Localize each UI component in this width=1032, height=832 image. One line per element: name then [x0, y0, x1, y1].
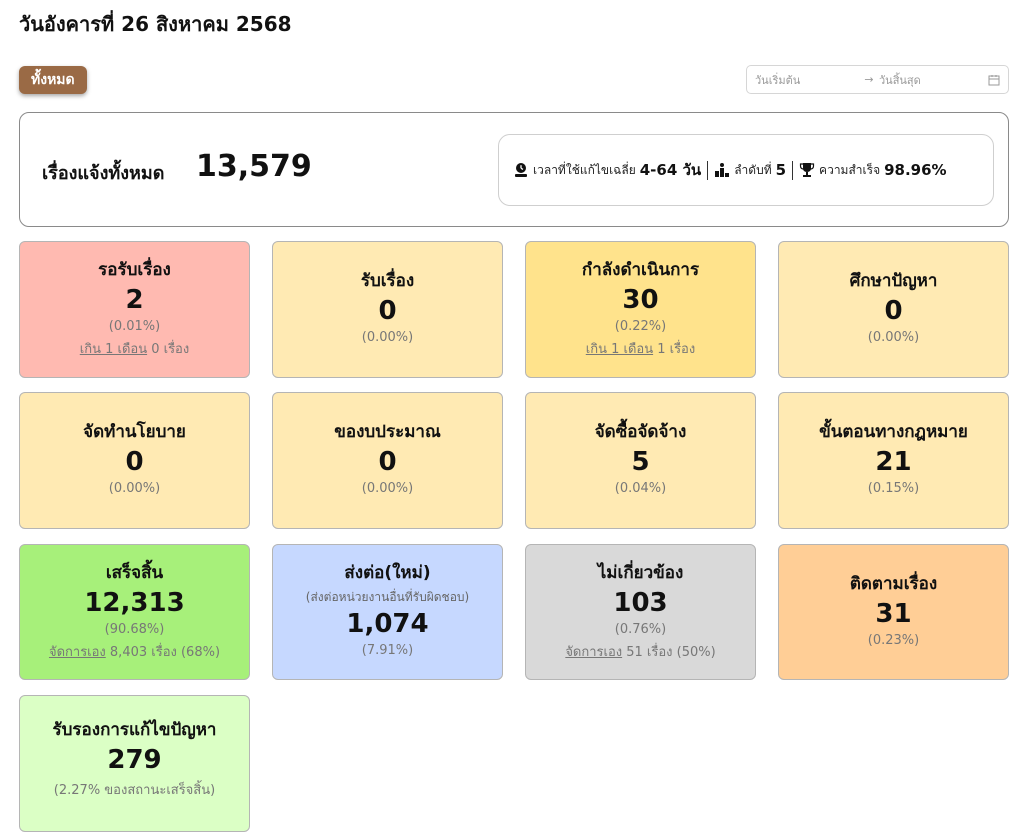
date-range-picker[interactable]: วันเริ่มต้น → วันสิ้นสุด — [746, 65, 1009, 94]
card-title: ติดตามเรื่อง — [849, 574, 938, 594]
card-percent: (0.00%) — [361, 330, 414, 345]
status-card-policy[interactable]: จัดทำนโยบาย 0 (0.00%) — [19, 392, 250, 529]
card-title: ส่งต่อ(ใหม่) — [344, 563, 431, 583]
card-percent: (7.91%) — [361, 643, 414, 658]
card-value: 279 — [107, 745, 162, 775]
footnote-text: 8,403 เรื่อง (68%) — [105, 645, 221, 660]
status-card-certified[interactable]: รับรองการแก้ไขปัญหา 279 (2.27% ของสถานะเ… — [19, 695, 250, 832]
card-title: ไม่เกี่ยวข้อง — [597, 563, 684, 583]
card-percent: (0.00%) — [108, 481, 161, 496]
status-card-budget[interactable]: ของบประมาณ 0 (0.00%) — [272, 392, 503, 529]
card-percent: (0.04%) — [614, 481, 667, 496]
self-handled-link[interactable]: จัดการเอง — [48, 645, 106, 660]
page-title: วันอังคารที่ 26 สิงหาคม 2568 — [19, 12, 292, 36]
card-value: 5 — [631, 447, 650, 477]
status-card-follow-up[interactable]: ติดตามเรื่อง 31 (0.23%) — [778, 544, 1009, 680]
calendar-icon[interactable] — [988, 74, 1000, 86]
card-title: ของบประมาณ — [334, 422, 441, 442]
status-card-received[interactable]: รับเรื่อง 0 (0.00%) — [272, 241, 503, 378]
card-title: รับรองการแก้ไขปัญหา — [52, 720, 217, 740]
card-footnote: เกิน 1 เดือน 0 เรื่อง — [20, 338, 249, 359]
status-card-forwarded[interactable]: ส่งต่อ(ใหม่) (ส่งต่อหน่วยงานอื่นที่รับผิ… — [272, 544, 503, 680]
status-card-in-progress[interactable]: กำลังดำเนินการ 30 (0.22%) เกิน 1 เดือน 1… — [525, 241, 756, 378]
status-card-procurement[interactable]: จัดซื้อจัดจ้าง 5 (0.04%) — [525, 392, 756, 529]
avg-time-value: 4-64 วัน — [639, 161, 702, 179]
card-title: ศึกษาปัญหา — [849, 271, 938, 291]
ranking-icon — [715, 163, 730, 177]
card-title: จัดทำนโยบาย — [83, 422, 186, 442]
card-percent: (0.23%) — [867, 633, 920, 648]
card-title: รับเรื่อง — [360, 271, 415, 291]
overdue-link[interactable]: เกิน 1 เดือน — [585, 342, 654, 357]
status-card-done[interactable]: เสร็จสิ้น 12,313 (90.68%) จัดการเอง 8,40… — [19, 544, 250, 680]
card-subtitle: (ส่งต่อหน่วยงานอื่นที่รับผิดชอบ) — [305, 590, 470, 604]
footnote-text: 0 เรื่อง — [147, 342, 190, 357]
range-arrow: → — [864, 73, 874, 86]
trophy-icon — [799, 163, 815, 177]
card-title: รอรับเรื่อง — [98, 260, 171, 280]
end-date-input[interactable]: วันสิ้นสุด — [879, 73, 921, 87]
total-value: 13,579 — [196, 149, 312, 184]
card-percent: (0.22%) — [614, 319, 667, 334]
start-date-input[interactable]: วันเริ่มต้น — [755, 73, 801, 87]
status-card-studying[interactable]: ศึกษาปัญหา 0 (0.00%) — [778, 241, 1009, 378]
card-percent: (0.76%) — [614, 622, 667, 637]
card-percent: (2.27% ของสถานะเสร็จสิ้น) — [53, 783, 216, 798]
overdue-link[interactable]: เกิน 1 เดือน — [79, 342, 148, 357]
card-value: 0 — [125, 447, 144, 477]
footnote-text: 1 เรื่อง — [653, 342, 696, 357]
avg-time-label: เวลาที่ใช้แก้ไขเฉลี่ย — [533, 162, 636, 177]
rank-label: ลำดับที่ — [734, 162, 772, 177]
card-title: กำลังดำเนินการ — [581, 260, 700, 280]
card-percent: (0.15%) — [867, 481, 920, 496]
stats-box: เวลาที่ใช้แก้ไขเฉลี่ย 4-64 วัน ลำดับที่ … — [498, 134, 994, 206]
rank-value: 5 — [775, 161, 787, 179]
total-label: เรื่องแจ้งทั้งหมด — [42, 163, 165, 184]
card-percent: (0.00%) — [361, 481, 414, 496]
status-card-irrelevant[interactable]: ไม่เกี่ยวข้อง 103 (0.76%) จัดการเอง 51 เ… — [525, 544, 756, 680]
card-footnote: เกิน 1 เดือน 1 เรื่อง — [526, 338, 755, 359]
card-title: เสร็จสิ้น — [105, 563, 164, 583]
filter-all-button[interactable]: ทั้งหมด — [19, 66, 87, 94]
card-title: ขั้นตอนทางกฎหมาย — [819, 422, 968, 442]
card-percent: (0.00%) — [867, 330, 920, 345]
card-value: 21 — [875, 447, 912, 477]
card-value: 103 — [613, 588, 668, 618]
card-title: จัดซื้อจัดจ้าง — [594, 422, 687, 442]
success-value: 98.96% — [884, 161, 947, 179]
card-value: 12,313 — [84, 588, 185, 618]
card-value: 0 — [378, 296, 397, 326]
card-percent: (0.01%) — [108, 319, 161, 334]
self-handled-link[interactable]: จัดการเอง — [565, 645, 623, 660]
status-card-pending[interactable]: รอรับเรื่อง 2 (0.01%) เกิน 1 เดือน 0 เรื… — [19, 241, 250, 378]
card-value: 31 — [875, 599, 912, 629]
rank-stat: ลำดับที่ 5 — [707, 160, 792, 180]
card-value: 30 — [622, 285, 659, 315]
card-footnote: จัดการเอง 51 เรื่อง (50%) — [526, 641, 755, 662]
card-percent: (90.68%) — [104, 622, 165, 637]
success-stat: ความสำเร็จ 98.96% — [792, 160, 953, 180]
card-value: 2 — [125, 285, 144, 315]
avg-time-stat: เวลาที่ใช้แก้ไขเฉลี่ย 4-64 วัน — [507, 158, 707, 182]
card-value: 0 — [884, 296, 903, 326]
success-label: ความสำเร็จ — [819, 162, 881, 177]
user-clock-icon — [515, 163, 527, 177]
footnote-text: 51 เรื่อง (50%) — [622, 645, 716, 660]
status-card-legal[interactable]: ขั้นตอนทางกฎหมาย 21 (0.15%) — [778, 392, 1009, 529]
summary-panel: เรื่องแจ้งทั้งหมด 13,579 เวลาที่ใช้แก้ไข… — [19, 112, 1009, 227]
card-value: 0 — [378, 447, 397, 477]
card-value: 1,074 — [346, 609, 429, 639]
card-footnote: จัดการเอง 8,403 เรื่อง (68%) — [20, 641, 249, 662]
